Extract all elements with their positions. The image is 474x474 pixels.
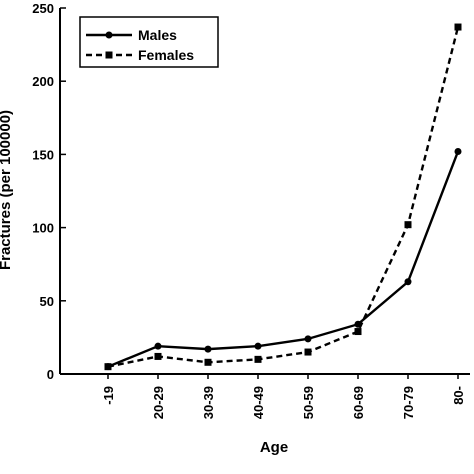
x-axis-title: Age (260, 439, 288, 456)
series-line (107, 151, 460, 368)
x-tick-label: 80- (451, 386, 466, 405)
x-tick-label: 30-39 (201, 386, 216, 419)
data-point (254, 342, 262, 350)
series-males (104, 147, 462, 371)
legend-item-females: Females (86, 47, 194, 63)
series-line (107, 26, 460, 368)
legend-box (79, 16, 219, 68)
y-tick-label: 200 (32, 74, 54, 89)
legend-item-males: Males (86, 27, 177, 43)
legend-marker (105, 51, 113, 59)
legend-label: Females (138, 47, 194, 63)
y-tick-label: 100 (32, 221, 54, 236)
data-point (304, 335, 312, 343)
legend-marker (105, 31, 113, 39)
data-point (104, 363, 112, 371)
series-females (104, 23, 462, 371)
chart-axes (59, 8, 470, 375)
y-axis-title: Fractures (per 100000) (0, 110, 14, 270)
series-layer (104, 23, 462, 371)
legend: Males Females (79, 16, 219, 68)
x-axis-ticks: -19 20-29 30-39 40-49 50-59 60-69 70-79 80- (101, 374, 466, 419)
data-point (154, 342, 162, 350)
data-point (404, 278, 412, 286)
x-tick-label: -19 (101, 386, 116, 405)
x-tick-label: 40-49 (251, 386, 266, 419)
data-point (254, 355, 262, 363)
x-tick-label: 70-79 (401, 386, 416, 419)
data-point (204, 345, 212, 353)
data-point (354, 328, 362, 336)
y-tick-label: 250 (32, 1, 54, 16)
data-point (454, 147, 462, 155)
data-point (454, 23, 462, 31)
x-tick-label: 20-29 (151, 386, 166, 419)
legend-label: Males (138, 27, 177, 43)
y-tick-label: 0 (47, 367, 54, 382)
data-point (154, 352, 162, 360)
y-tick-label: 150 (32, 147, 54, 162)
data-point (404, 221, 412, 229)
x-tick-label: 60-69 (351, 386, 366, 419)
data-point (204, 358, 212, 366)
x-tick-label: 50-59 (301, 386, 316, 419)
y-tick-label: 50 (40, 294, 54, 309)
data-point (304, 348, 312, 356)
y-axis-ticks: 0 50 100 150 200 250 (32, 1, 66, 382)
